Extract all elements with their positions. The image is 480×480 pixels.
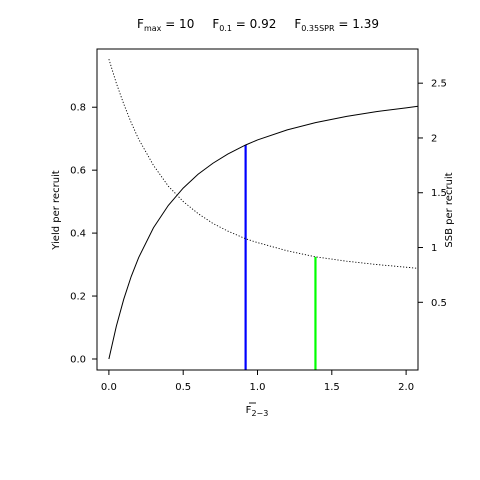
x-tick-label: 2.0	[398, 382, 414, 393]
title-sub-0: max	[144, 24, 162, 33]
y-right-tick-label: 1	[431, 243, 437, 254]
series-line-0	[108, 105, 419, 360]
y-axis-left-label: Yield per recruit	[51, 170, 62, 251]
title-main-2: F	[294, 17, 301, 31]
title-rest-1: = 0.92	[232, 17, 276, 31]
y-right-tick-label: 2.5	[431, 79, 447, 90]
title-main-0: F	[137, 17, 144, 31]
y-left-tick-label: 0.8	[70, 103, 86, 114]
x-axis: 0.0 0.5 1.0 1.5 2.0	[101, 370, 414, 393]
y-axis-left: 0.0 0.2 0.4 0.6 0.8	[70, 103, 97, 365]
plot-frame	[96, 48, 419, 371]
title-sub-2: 0.35SPR	[301, 24, 335, 33]
chart-title: Fmax = 10 F0.1 = 0.92 F0.35SPR = 1.39	[137, 17, 379, 33]
y-left-tick-label: 0.4	[70, 229, 86, 240]
title-main-1: F	[212, 17, 219, 31]
x-tick-label: 0.5	[175, 382, 191, 393]
series-line-1	[108, 58, 419, 269]
y-left-tick-label: 0.2	[70, 292, 86, 303]
x-tick-label: 1.0	[250, 382, 266, 393]
x-axis-label: F2−3	[246, 402, 269, 418]
y-left-tick-label: 0.0	[70, 354, 86, 365]
x-label-text: F2−3	[246, 405, 269, 418]
title-text: Fmax = 10 F0.1 = 0.92 F0.35SPR = 1.39	[137, 17, 379, 33]
y-left-tick-label: 0.6	[70, 166, 86, 177]
x-tick-label: 0.0	[101, 382, 117, 393]
reference-lines	[244, 144, 317, 370]
y-right-tick-label: 2	[431, 133, 437, 144]
y-axis-right-label: SSB per recruit	[444, 172, 455, 247]
title-rest-2: = 1.39	[335, 17, 379, 31]
y-right-tick-label: 0.5	[431, 298, 447, 309]
y-right-tick-label: 1.5	[431, 188, 447, 199]
x-label-sub: 2−3	[251, 409, 268, 418]
y-axis-right: 0.5 1 1.5 2 2.5	[418, 79, 447, 309]
title-rest-0: = 10	[161, 17, 194, 31]
x-label-main: F	[246, 405, 252, 416]
series-lines	[108, 58, 419, 360]
title-sub-1: 0.1	[219, 24, 232, 33]
x-tick-label: 1.5	[324, 382, 340, 393]
